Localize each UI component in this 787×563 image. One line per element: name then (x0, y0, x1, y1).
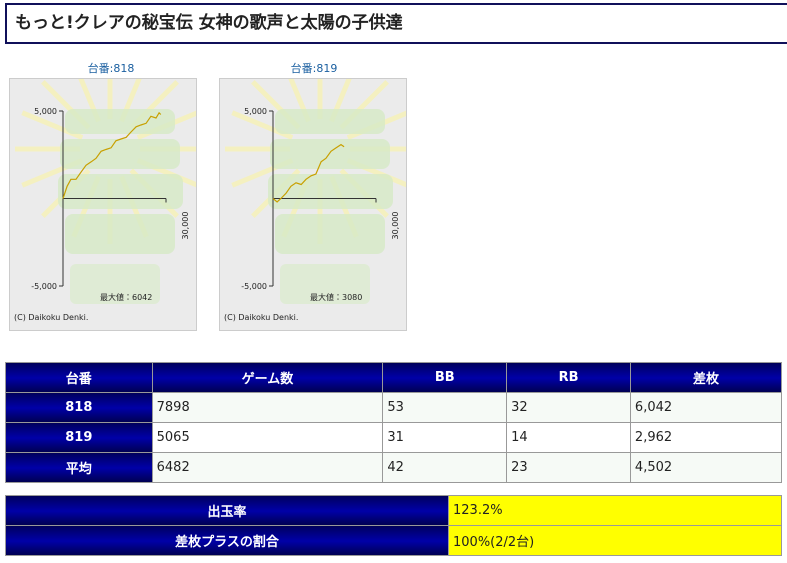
table-row: 819 5065 31 14 2,962 (5, 422, 783, 453)
row-header: 818 (5, 392, 153, 423)
table-cell: 6,042 (629, 392, 783, 423)
data-line (62, 111, 162, 199)
chart-label: 台番:818 (87, 62, 135, 75)
decor-shape (58, 174, 183, 209)
data-line (272, 143, 345, 203)
decor-shape (70, 264, 160, 304)
table-row: 平均 6482 42 23 4,502 (5, 452, 783, 483)
table-cell: 42 (382, 452, 508, 483)
decor-shape (65, 109, 175, 134)
table-cell: 23 (506, 452, 631, 483)
decor-shape (275, 109, 385, 134)
table-cell: 4,502 (629, 452, 783, 483)
decor-shape (275, 214, 385, 254)
max-label: 最大値：3080 (310, 292, 362, 302)
decor-shape (65, 214, 175, 254)
decor-shape (268, 174, 393, 209)
decor-shape (270, 139, 390, 169)
table-cell: 6482 (151, 452, 384, 483)
max-label: 最大値：6042 (100, 292, 152, 302)
summary-row: 差枚プラスの割合 100%(2/2台) (5, 525, 782, 556)
page-title: もっと!クレアの秘宝伝 女神の歌声と太陽の子供達 (5, 3, 787, 44)
column-header: 台番 (5, 362, 153, 393)
table-cell: 2,962 (629, 422, 783, 453)
summary-table: 出玉率 123.2% 差枚プラスの割合 100%(2/2台) (5, 495, 782, 556)
table-cell: 7898 (151, 392, 384, 423)
column-header: BB (382, 362, 508, 393)
table-row: 818 7898 53 32 6,042 (5, 392, 783, 423)
summary-label: 差枚プラスの割合 (5, 525, 449, 556)
data-table: 台番 ゲーム数 BB RB 差枚 818 7898 53 32 6,042 819 5065 31 14 2… (5, 362, 783, 483)
decor-shape (60, 139, 180, 169)
column-header: RB (506, 362, 631, 393)
y-tick-label: 5,000 (244, 107, 267, 116)
y-tick-label: -5,000 (31, 282, 57, 291)
chart: 5,000 -5,000 30,000 最大値：6042 (C) Daikoku Den… (9, 78, 197, 331)
y-tick-label: 5,000 (34, 107, 57, 116)
table-cell: 32 (506, 392, 631, 423)
summary-row: 出玉率 123.2% (5, 495, 782, 526)
copyright: (C) Daikoku Denki. (14, 313, 88, 322)
row-header: 平均 (5, 452, 153, 483)
table-cell: 14 (506, 422, 631, 453)
column-header: 差枚 (629, 362, 783, 393)
copyright: (C) Daikoku Denki. (224, 313, 298, 322)
summary-label: 出玉率 (5, 495, 449, 526)
decor-shape (280, 264, 370, 304)
table-cell: 5065 (151, 422, 384, 453)
x-tick-label: 30,000 (391, 212, 400, 240)
row-header: 819 (5, 422, 153, 453)
summary-value: 123.2% (448, 495, 782, 526)
chart-label: 台番:819 (290, 62, 338, 75)
table-cell: 53 (382, 392, 508, 423)
column-header: ゲーム数 (151, 362, 384, 393)
y-tick-label: -5,000 (241, 282, 267, 291)
chart: 5,000 -5,000 30,000 最大値：3080 (C) Daikoku Den… (219, 78, 407, 331)
summary-value: 100%(2/2台) (448, 525, 782, 556)
table-cell: 31 (382, 422, 508, 453)
x-tick-label: 30,000 (181, 212, 190, 240)
